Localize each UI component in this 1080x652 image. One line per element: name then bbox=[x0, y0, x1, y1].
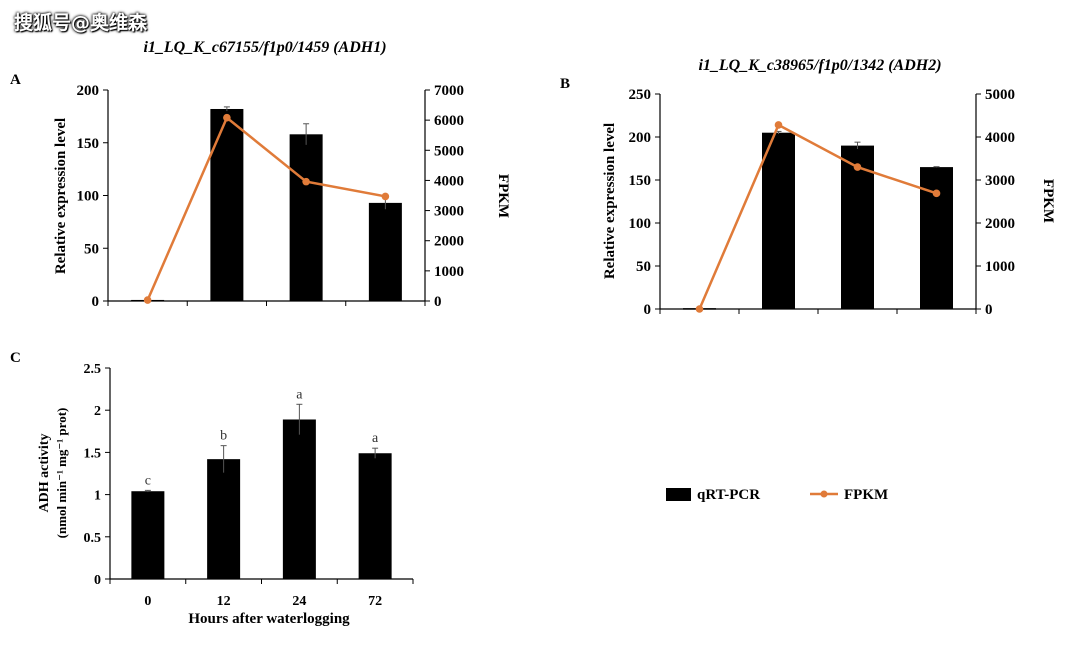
panel-b-y-tick-label: 50 bbox=[636, 259, 651, 275]
panel-a-bar bbox=[210, 108, 244, 302]
panel-b-y2-axis-label: FPKM bbox=[1040, 179, 1056, 223]
legend-label-fpkm: FPKM bbox=[844, 487, 888, 503]
panel-a-y-tick-label: 0 bbox=[92, 294, 100, 310]
panel-b-fpkm-point bbox=[853, 163, 862, 171]
panel-a-y2-axis-label: FPKM bbox=[495, 174, 511, 218]
panel-b-y2-tick-label: 5000 bbox=[985, 87, 1015, 103]
panel-c-bar bbox=[282, 419, 316, 579]
panel-a-y2-tick-label: 0 bbox=[434, 294, 442, 310]
panel-c-y-tick-label: 0.5 bbox=[84, 531, 102, 546]
panel-c-letter: C bbox=[10, 350, 21, 366]
legend-line-marker bbox=[820, 490, 828, 498]
panel-c-x-tick-label: 12 bbox=[217, 594, 231, 609]
panel-b-y-axis-label: Relative expression level bbox=[602, 123, 618, 279]
panel-a-marks: 0501001502000100020003000400050006000700… bbox=[77, 83, 465, 310]
panel-b-fpkm-point bbox=[774, 121, 783, 129]
panel-a-bar bbox=[368, 202, 402, 301]
panel-a-y-tick-label: 200 bbox=[77, 83, 100, 99]
panel-b-y2-tick-label: 3000 bbox=[985, 173, 1015, 189]
panel-a-y-tick-label: 150 bbox=[77, 136, 100, 152]
legend-bar-swatch bbox=[666, 488, 691, 501]
panel-c-y-axis-unit: (nmol min⁻¹ mg⁻¹ prot) bbox=[54, 408, 69, 539]
panel-c-marks: 0 0.5 1 1.5 2 2.5 0 12 24 72 c b a a bbox=[84, 362, 414, 609]
panel-b-fpkm-point bbox=[695, 305, 704, 313]
panel-b-fpkm-line bbox=[698, 123, 937, 310]
panel-c-y-tick-label: 1 bbox=[94, 489, 101, 504]
panel-c-y-tick-label: 2.5 bbox=[84, 362, 102, 377]
panel-c-significance-label: c bbox=[145, 473, 151, 488]
panel-b-chart: B i1_LQ_K_c38965/f1p0/1342 (ADH2) Relati… bbox=[560, 57, 1056, 318]
panel-b-y2-tick-label: 2000 bbox=[985, 216, 1015, 232]
panel-b-bar bbox=[841, 145, 874, 309]
panel-b-y-tick-label: 200 bbox=[629, 130, 652, 146]
panel-c-x-tick-label: 72 bbox=[368, 594, 382, 609]
panel-c-bar bbox=[131, 491, 165, 579]
panel-a-y2-tick-label: 4000 bbox=[434, 173, 464, 189]
panel-b-y2-tick-label: 4000 bbox=[985, 130, 1015, 146]
panel-a-y2-tick-label: 5000 bbox=[434, 143, 464, 159]
panel-b-y-tick-label: 150 bbox=[629, 173, 652, 189]
panel-a-title: i1_LQ_K_c67155/f1p0/1459 (ADH1) bbox=[143, 39, 386, 56]
panel-a-y-axis-label: Relative expression level bbox=[53, 118, 69, 274]
panel-a-y2-tick-label: 2000 bbox=[434, 234, 464, 250]
panel-b-bar bbox=[762, 132, 795, 309]
panel-a-y-tick-label: 50 bbox=[84, 241, 99, 257]
panel-c-x-tick-label: 0 bbox=[144, 594, 151, 609]
panel-a-y2-tick-label: 7000 bbox=[434, 83, 464, 99]
panel-a-letter: A bbox=[10, 72, 21, 88]
panel-b-y-tick-label: 100 bbox=[629, 216, 652, 232]
panel-b-fpkm-point bbox=[932, 189, 941, 198]
panel-a-y2-tick-label: 1000 bbox=[434, 264, 464, 280]
panel-a-chart: A i1_LQ_K_c67155/f1p0/1459 (ADH1) Relati… bbox=[10, 39, 511, 310]
panel-b-y-tick-label: 250 bbox=[629, 87, 652, 103]
panel-c-bar bbox=[358, 453, 392, 579]
panel-c-significance-label: b bbox=[220, 429, 227, 444]
panel-c-y-tick-label: 2 bbox=[94, 404, 101, 419]
panel-c-significance-label: a bbox=[296, 387, 303, 402]
panel-a-fpkm-point bbox=[381, 192, 390, 201]
panel-a-y2-tick-label: 3000 bbox=[434, 204, 464, 220]
panel-a-fpkm-point bbox=[143, 296, 152, 304]
panel-c-bar bbox=[207, 459, 241, 579]
panel-c-y-axis-label: ADH activity bbox=[37, 434, 52, 513]
panel-a-fpkm-point bbox=[302, 177, 310, 186]
panel-a-y2-tick-label: 6000 bbox=[434, 113, 464, 129]
panel-c-x-axis-label: Hours after waterlogging bbox=[188, 611, 350, 627]
panel-c-chart: C ADH activity (nmol min⁻¹ mg⁻¹ prot) Ho… bbox=[10, 350, 414, 627]
legend: qRT-PCR FPKM bbox=[666, 487, 888, 503]
panel-a-bar bbox=[289, 134, 323, 301]
panel-a-fpkm-point bbox=[223, 113, 231, 122]
panel-b-letter: B bbox=[560, 76, 570, 92]
panel-b-y2-tick-label: 1000 bbox=[985, 259, 1015, 275]
panel-c-x-tick-label: 24 bbox=[292, 594, 306, 609]
legend-label-qrt-pcr: qRT-PCR bbox=[697, 487, 760, 503]
panel-b-title: i1_LQ_K_c38965/f1p0/1342 (ADH2) bbox=[698, 57, 941, 74]
watermark-text: 搜狐号@奥维森 bbox=[14, 12, 148, 34]
panel-c-significance-label: a bbox=[372, 431, 379, 446]
panel-b-y2-tick-label: 0 bbox=[985, 302, 993, 318]
panel-a-y-tick-label: 100 bbox=[77, 189, 100, 205]
panel-b-y-tick-label: 0 bbox=[644, 302, 652, 318]
panel-b-marks: 0 50 100 150 200 250 0 1000 2000 3000 4000 5000 bbox=[629, 87, 1016, 318]
panel-c-y-tick-label: 0 bbox=[94, 573, 101, 588]
panel-a-fpkm-line bbox=[146, 115, 386, 301]
panel-c-y-tick-label: 1.5 bbox=[84, 446, 102, 461]
